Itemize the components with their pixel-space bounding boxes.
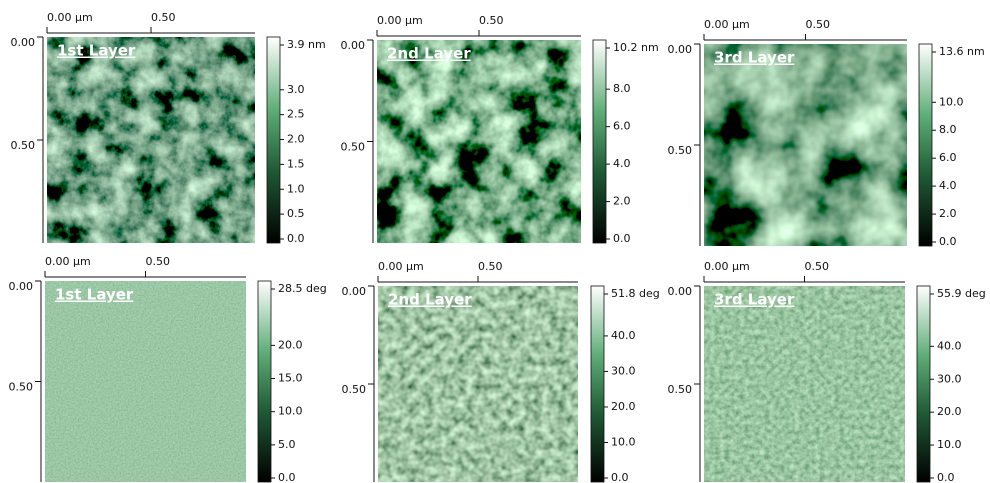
y-tick-label: 0.50 bbox=[341, 141, 366, 154]
colorbar-label: 2.0 bbox=[939, 207, 957, 220]
colorbar bbox=[258, 281, 271, 482]
colorbar-label: 28.5 deg bbox=[278, 282, 327, 295]
y-tick-label: 0.00 bbox=[668, 43, 693, 56]
colorbar-label: 0.5 bbox=[287, 207, 305, 220]
colorbar-label: 40.0 bbox=[937, 339, 962, 352]
afm-image bbox=[704, 44, 907, 246]
colorbar-label: 0.0 bbox=[613, 232, 631, 245]
colorbar-label: 2.5 bbox=[287, 108, 305, 121]
colorbar-label: 0.0 bbox=[611, 471, 629, 483]
colorbar-label: 4.0 bbox=[939, 179, 957, 192]
colorbar-label: 30.0 bbox=[611, 364, 636, 377]
y-tick-label: 0.00 bbox=[9, 280, 34, 293]
colorbar-label: 10.0 bbox=[278, 405, 303, 418]
colorbar-label: 6.0 bbox=[613, 120, 631, 133]
colorbar-label: 13.6 nm bbox=[939, 45, 985, 58]
x-tick-label: 0.00 µm bbox=[47, 11, 93, 24]
colorbar bbox=[593, 40, 606, 243]
x-tick-label: 0.00 µm bbox=[378, 260, 424, 273]
panel-title: 1st Layer bbox=[55, 286, 134, 304]
colorbar-label: 2.0 bbox=[613, 195, 631, 208]
colorbar-label: 15.0 bbox=[278, 372, 303, 385]
colorbar-label: 0.0 bbox=[287, 232, 305, 245]
colorbar-label: 0.0 bbox=[939, 235, 957, 248]
colorbar-label: 1.0 bbox=[287, 182, 305, 195]
x-tick-label: 0.50 bbox=[146, 255, 171, 268]
y-tick-label: 0.50 bbox=[668, 383, 693, 396]
afm-image bbox=[378, 286, 578, 482]
colorbar-label: 8.0 bbox=[939, 123, 957, 136]
colorbar bbox=[267, 37, 280, 243]
colorbar bbox=[919, 44, 932, 246]
panel-title: 1st Layer bbox=[57, 42, 136, 60]
colorbar-label: 20.0 bbox=[611, 400, 636, 413]
afm-image bbox=[47, 37, 255, 243]
colorbar-label: 55.9 deg bbox=[937, 287, 986, 300]
colorbar-label: 1.5 bbox=[287, 157, 305, 170]
x-tick-label: 0.50 bbox=[151, 11, 176, 24]
x-tick-label: 0.50 bbox=[479, 14, 504, 27]
colorbar bbox=[917, 286, 930, 482]
colorbar-label: 8.0 bbox=[613, 82, 631, 95]
colorbar bbox=[591, 286, 604, 482]
colorbar-label: 40.0 bbox=[611, 329, 636, 342]
colorbar-label: 5.0 bbox=[278, 438, 296, 451]
panel-title: 2nd Layer bbox=[388, 291, 472, 309]
y-tick-label: 0.50 bbox=[9, 381, 34, 394]
colorbar-label: 51.8 deg bbox=[611, 287, 660, 300]
panel-title: 3rd Layer bbox=[714, 291, 795, 309]
x-tick-label: 0.00 µm bbox=[704, 260, 750, 273]
colorbar-label: 4.0 bbox=[613, 157, 631, 170]
y-tick-label: 0.00 bbox=[342, 285, 367, 298]
colorbar-label: 10.2 nm bbox=[613, 41, 659, 54]
figure: 1st Layer 0.00 µm 0.50 0.00 0.50 3.9 nm 3.0 2.5… bbox=[0, 0, 990, 483]
y-tick-label: 0.50 bbox=[11, 139, 36, 152]
colorbar-label: 0.0 bbox=[937, 471, 955, 483]
y-tick-label: 0.00 bbox=[341, 39, 366, 52]
y-tick-label: 0.50 bbox=[668, 144, 693, 157]
colorbar-label: 20.0 bbox=[937, 405, 962, 418]
colorbar-label: 10.0 bbox=[937, 438, 962, 451]
afm-image bbox=[45, 281, 246, 482]
colorbar-label: 20.0 bbox=[278, 338, 303, 351]
colorbar-label: 10.0 bbox=[611, 435, 636, 448]
x-tick-label: 0.50 bbox=[806, 18, 831, 31]
colorbar-label: 3.0 bbox=[287, 83, 305, 96]
afm-image bbox=[704, 286, 905, 482]
colorbar-label: 6.0 bbox=[939, 151, 957, 164]
x-tick-label: 0.00 µm bbox=[45, 255, 91, 268]
colorbar-label: 3.9 nm bbox=[287, 38, 326, 51]
y-tick-label: 0.50 bbox=[342, 383, 367, 396]
afm-image bbox=[377, 40, 581, 243]
x-tick-label: 0.50 bbox=[478, 260, 503, 273]
colorbar-label: 2.0 bbox=[287, 133, 305, 146]
x-tick-label: 0.00 µm bbox=[377, 14, 423, 27]
x-tick-label: 0.00 µm bbox=[704, 18, 750, 31]
y-tick-label: 0.00 bbox=[668, 285, 693, 298]
x-tick-label: 0.50 bbox=[805, 260, 830, 273]
colorbar-label: 0.0 bbox=[278, 471, 296, 483]
panel-title: 3rd Layer bbox=[714, 49, 795, 67]
panel-title: 2nd Layer bbox=[387, 45, 471, 63]
colorbar-label: 10.0 bbox=[939, 95, 964, 108]
colorbar-label: 30.0 bbox=[937, 372, 962, 385]
y-tick-label: 0.00 bbox=[11, 36, 36, 49]
